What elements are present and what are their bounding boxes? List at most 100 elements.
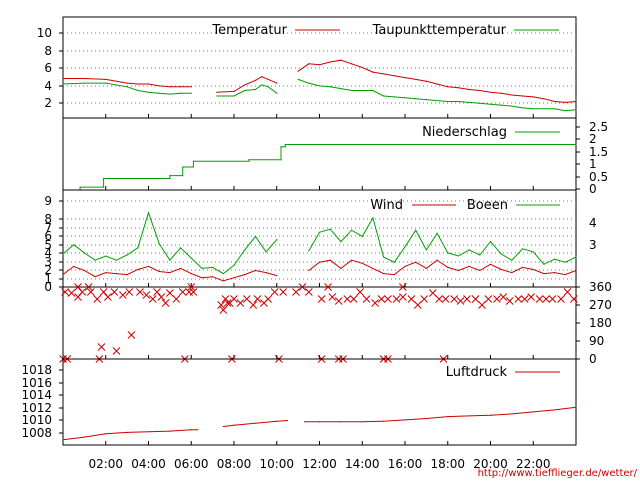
series-line-temperatur <box>63 59 577 103</box>
data-point <box>62 77 64 80</box>
data-point <box>244 89 246 92</box>
y-tick-label: 2 <box>589 132 597 146</box>
direction-marker <box>484 295 493 303</box>
data-point <box>147 83 150 85</box>
data-point <box>372 89 374 92</box>
data-point <box>479 89 481 92</box>
direction-marker <box>78 288 87 296</box>
data-point <box>297 70 299 72</box>
data-point <box>468 101 470 103</box>
y-tick-label: 10 <box>37 26 52 40</box>
y-tick-label: 4 <box>44 79 52 93</box>
direction-marker <box>236 299 245 307</box>
data-point <box>248 159 250 161</box>
data-point <box>169 175 171 177</box>
data-point <box>261 76 263 78</box>
data-point <box>212 276 214 278</box>
data-point <box>216 91 218 93</box>
direction-marker <box>362 295 371 303</box>
data-point <box>158 243 160 245</box>
data-point <box>308 269 310 272</box>
data-point <box>79 186 81 188</box>
direction-marker <box>324 283 332 291</box>
direction-marker <box>557 295 565 303</box>
direction-marker <box>570 295 578 303</box>
y-tick-label: 2.5 <box>589 120 608 134</box>
panel-wind_direction: 0 90 180 270 360 <box>59 280 612 366</box>
data-point <box>261 84 263 86</box>
data-point <box>197 429 199 431</box>
data-point <box>158 270 160 273</box>
data-point <box>521 248 524 250</box>
data-point <box>361 262 363 264</box>
data-point <box>303 421 306 423</box>
data-point <box>457 269 460 272</box>
data-point <box>62 83 64 85</box>
data-point <box>575 109 577 111</box>
direction-marker <box>86 288 95 296</box>
direction-marker <box>456 297 465 305</box>
data-point <box>201 267 203 270</box>
data-point <box>564 274 566 276</box>
data-point <box>201 277 203 279</box>
data-point <box>393 274 395 276</box>
data-point <box>489 414 492 416</box>
direction-marker <box>61 288 69 296</box>
data-point <box>73 265 75 267</box>
data-point <box>169 86 171 88</box>
y-tick-label: 0 <box>44 280 52 294</box>
direction-marker <box>253 295 262 303</box>
data-point <box>182 175 184 177</box>
data-point <box>457 255 460 257</box>
direction-marker <box>478 301 486 309</box>
data-point <box>222 280 224 282</box>
data-point <box>244 274 246 276</box>
direction-marker <box>298 283 307 291</box>
direction-marker <box>563 288 572 296</box>
data-point <box>105 271 107 274</box>
data-point <box>340 240 342 243</box>
direction-marker <box>74 293 82 301</box>
data-point <box>372 71 374 73</box>
data-point <box>340 88 342 90</box>
data-point <box>361 421 363 423</box>
series-line-boeen <box>62 211 577 275</box>
data-point <box>137 268 139 271</box>
data-point <box>158 85 160 87</box>
legend-label: Boeen <box>467 198 508 213</box>
data-point <box>329 86 331 88</box>
data-point <box>284 146 286 148</box>
data-point <box>350 63 353 65</box>
data-point <box>436 232 438 234</box>
direction-marker <box>110 288 119 296</box>
data-point <box>404 265 406 267</box>
data-point <box>308 82 310 84</box>
direction-marker <box>264 295 273 303</box>
data-point <box>554 271 556 274</box>
data-point <box>532 251 534 253</box>
data-point <box>318 64 321 66</box>
data-point <box>179 247 182 249</box>
data-point <box>267 86 269 88</box>
data-point <box>340 59 342 61</box>
y-tick-label: 0.5 <box>589 170 608 184</box>
data-point <box>436 83 438 85</box>
direction-marker <box>399 283 407 291</box>
data-point <box>254 422 256 424</box>
data-point <box>447 86 449 88</box>
y-tick-label: 8 <box>44 44 52 58</box>
direction-marker <box>384 295 392 303</box>
data-point <box>340 421 342 423</box>
data-point <box>212 266 214 268</box>
direction-marker <box>349 295 358 303</box>
data-point <box>436 259 438 261</box>
direction-marker <box>520 295 529 303</box>
data-point <box>147 212 150 214</box>
direction-marker <box>93 295 102 303</box>
data-point <box>169 271 171 274</box>
data-point <box>383 73 385 75</box>
data-point <box>265 251 267 253</box>
x-tick-label: 16:00 <box>388 457 423 471</box>
